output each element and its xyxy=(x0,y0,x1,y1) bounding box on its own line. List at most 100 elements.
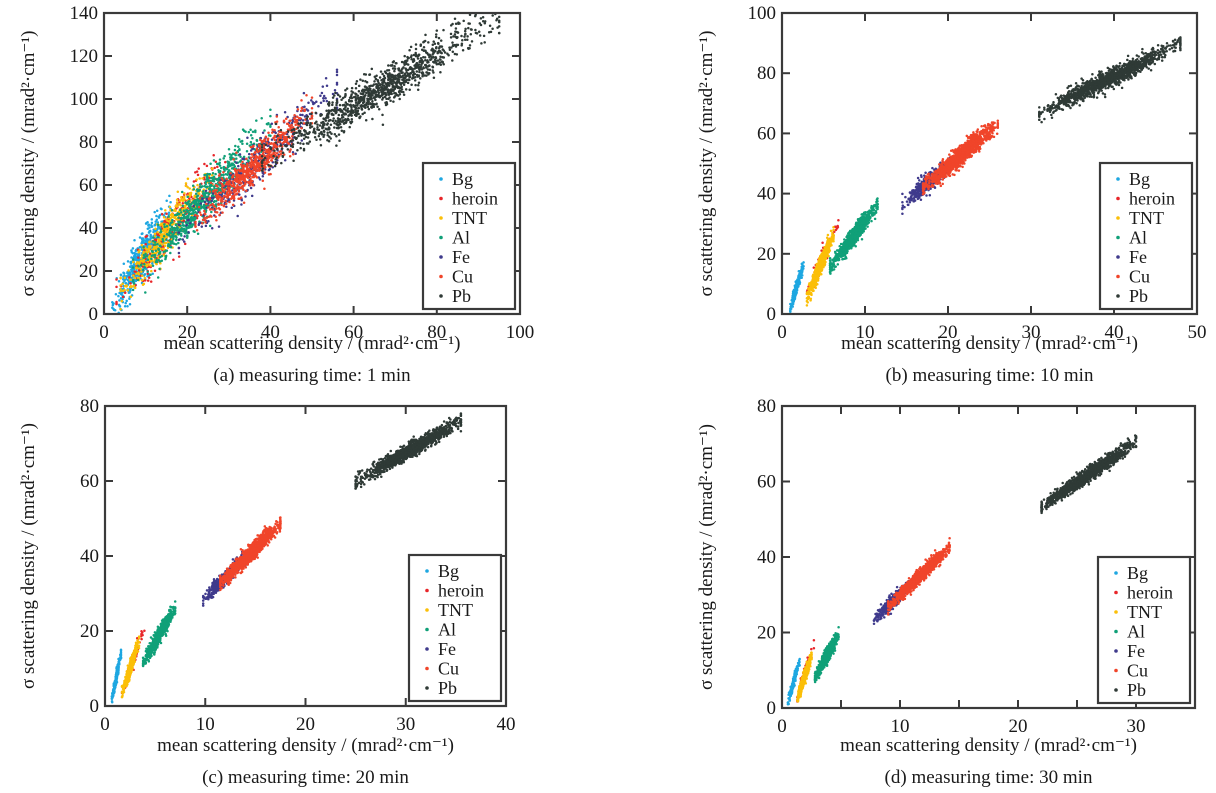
series-Al xyxy=(131,108,272,294)
data-point xyxy=(136,260,139,264)
data-point xyxy=(367,107,371,111)
data-point xyxy=(143,266,147,269)
data-point xyxy=(481,20,485,23)
data-point xyxy=(216,203,220,206)
data-point xyxy=(208,198,211,201)
data-point xyxy=(222,173,225,177)
data-point xyxy=(403,72,407,75)
data-point xyxy=(302,147,306,151)
data-point xyxy=(350,99,354,103)
data-point xyxy=(386,69,389,72)
data-point xyxy=(467,47,470,50)
data-point xyxy=(137,256,140,259)
data-point xyxy=(360,105,363,109)
series-Pb xyxy=(260,13,501,172)
data-point xyxy=(228,175,232,179)
data-point xyxy=(331,96,335,99)
data-point xyxy=(218,176,222,179)
data-point xyxy=(157,247,160,251)
data-point xyxy=(329,123,333,127)
data-point xyxy=(260,145,264,149)
data-point xyxy=(222,190,226,193)
data-point xyxy=(357,89,361,93)
data-point xyxy=(414,47,418,51)
data-point xyxy=(397,94,400,97)
data-point xyxy=(467,26,470,30)
data-point xyxy=(249,186,253,190)
data-point xyxy=(442,28,445,32)
data-point xyxy=(155,218,159,221)
data-point xyxy=(814,286,817,290)
data-point xyxy=(411,77,414,80)
data-point xyxy=(272,146,275,150)
data-point xyxy=(169,251,172,255)
data-point xyxy=(303,133,306,137)
data-point xyxy=(805,304,809,307)
data-point xyxy=(267,156,271,160)
data-point xyxy=(300,132,303,136)
data-point xyxy=(177,231,181,234)
data-point xyxy=(425,66,428,69)
data-point xyxy=(477,30,481,34)
data-point xyxy=(344,106,347,109)
data-point xyxy=(224,173,228,176)
data-point xyxy=(197,167,200,170)
data-point xyxy=(456,31,460,34)
data-point xyxy=(806,301,809,304)
data-point xyxy=(146,279,150,282)
data-point xyxy=(405,59,408,62)
data-point xyxy=(468,44,472,47)
data-point xyxy=(154,220,157,223)
data-point xyxy=(369,89,372,92)
data-point xyxy=(376,79,380,82)
data-point xyxy=(161,237,164,241)
data-point xyxy=(245,167,249,171)
data-point xyxy=(175,213,179,217)
data-point xyxy=(170,225,174,229)
data-point xyxy=(343,121,346,125)
data-point xyxy=(329,109,333,112)
data-point xyxy=(193,194,196,198)
data-point xyxy=(224,202,228,206)
data-point xyxy=(210,173,214,177)
data-point xyxy=(447,54,450,57)
data-point xyxy=(297,124,300,127)
data-point xyxy=(224,160,227,164)
data-point xyxy=(437,36,441,40)
data-point xyxy=(248,173,252,177)
data-point xyxy=(340,114,344,117)
data-point xyxy=(347,98,351,102)
data-point xyxy=(333,133,337,136)
data-point xyxy=(210,227,214,230)
data-point xyxy=(247,152,251,156)
data-point xyxy=(289,148,292,151)
data-point xyxy=(220,193,223,197)
data-point xyxy=(144,239,148,242)
data-point xyxy=(200,185,204,188)
data-point xyxy=(795,283,799,287)
data-point xyxy=(336,93,340,97)
data-point xyxy=(164,209,167,212)
data-point xyxy=(338,108,342,111)
data-point xyxy=(163,219,166,223)
data-point xyxy=(190,216,193,219)
data-point xyxy=(375,90,378,94)
data-point xyxy=(151,264,155,267)
data-point xyxy=(201,177,204,180)
data-point xyxy=(368,94,372,97)
data-point xyxy=(184,212,187,215)
data-point xyxy=(310,112,313,116)
data-point xyxy=(140,256,143,260)
data-point xyxy=(224,188,227,191)
data-point xyxy=(278,130,281,134)
data-point xyxy=(408,88,411,91)
data-point xyxy=(269,114,272,118)
data-point xyxy=(227,193,230,196)
data-point xyxy=(182,209,186,213)
data-point xyxy=(458,22,461,25)
data-point xyxy=(239,196,243,199)
data-point xyxy=(832,228,835,232)
data-point xyxy=(293,136,297,139)
data-point xyxy=(179,203,182,207)
data-point xyxy=(431,69,434,72)
